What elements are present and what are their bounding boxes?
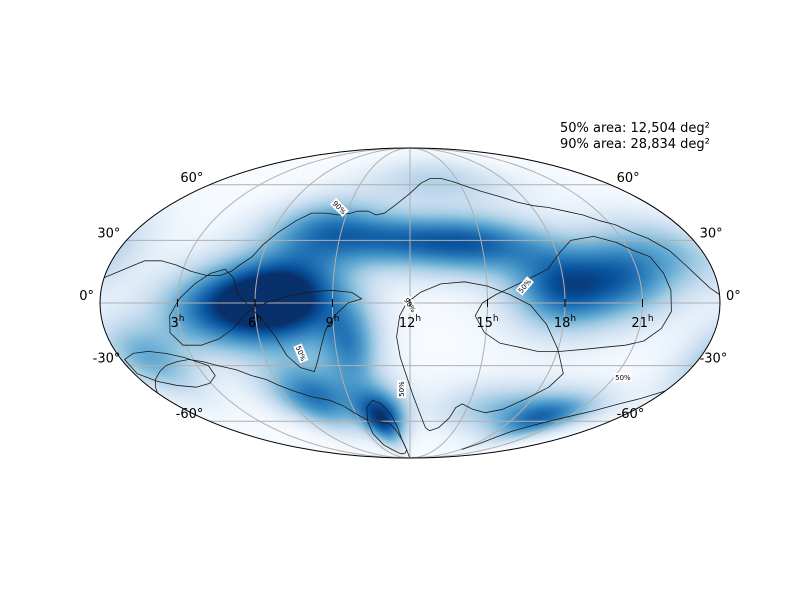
dec-tick-label-left: 0° xyxy=(79,289,94,304)
ra-tick-unit: h xyxy=(415,314,421,324)
declination-tick-labels: 60° 30° 0° -30° -60° 60° 30° 0° -30° -60° xyxy=(79,171,741,422)
contour-label-background xyxy=(515,276,534,296)
contour-label-background xyxy=(329,197,349,218)
ra-tick-label: 15h xyxy=(476,314,498,331)
dec-tick-label-right: -60° xyxy=(617,407,645,422)
dec-tick-label-left: -60° xyxy=(176,407,204,422)
ra-tick-label: 9h xyxy=(326,314,340,331)
dec-tick-label-right: 30° xyxy=(700,226,723,241)
ra-tick-unit: h xyxy=(256,314,262,324)
dec-tick-label-right: -30° xyxy=(700,352,728,367)
ra-tick-value: 6 xyxy=(248,316,256,331)
area-90-label: 90% area: 28,834 deg² xyxy=(560,137,710,152)
ra-tick-value: 9 xyxy=(326,316,334,331)
ra-tick-unit: h xyxy=(334,314,340,324)
ra-tick-label: 21h xyxy=(631,314,653,331)
contour-segment-2 xyxy=(155,359,410,458)
contour-label: 50% xyxy=(613,373,632,382)
contour-label-text: 50% xyxy=(615,374,631,382)
contour-segment-1 xyxy=(461,390,666,450)
dec-tick-label-right: 60° xyxy=(617,171,640,186)
ra-tick-value: 3 xyxy=(171,316,179,331)
contour-label-background xyxy=(293,343,309,364)
contour-label-text: 50% xyxy=(398,381,406,397)
ra-tick-label: 6h xyxy=(248,314,262,331)
contour-50pct-3 xyxy=(474,236,672,352)
ra-tick-unit: h xyxy=(179,314,185,324)
contour-label: 50% xyxy=(396,380,406,399)
map-frame xyxy=(99,147,721,459)
area-50-label: 50% area: 12,504 deg² xyxy=(560,121,710,136)
contour-label-background xyxy=(613,373,632,382)
contour-50pct-4 xyxy=(396,281,564,432)
ra-tick-unit: h xyxy=(493,314,499,324)
ra-tick-value: 15 xyxy=(476,316,493,331)
ra-tick-label: 3h xyxy=(171,314,185,331)
dec-tick-label-left: 60° xyxy=(180,171,203,186)
ra-tick-value: 12 xyxy=(399,316,416,331)
ra-tick-label: 18h xyxy=(554,314,576,331)
contour-50pct-6 xyxy=(169,268,363,372)
contour-90pct-0 xyxy=(104,178,720,295)
ra-tick-unit: h xyxy=(570,314,576,324)
ra-tick-unit: h xyxy=(648,314,654,324)
credible-region-contours xyxy=(104,178,720,458)
dec-tick-label-left: 30° xyxy=(97,226,120,241)
contour-segment-7 xyxy=(124,351,216,388)
area-annotation: 50% area: 12,504 deg² 90% area: 28,834 d… xyxy=(560,121,710,152)
ra-tick-value: 21 xyxy=(631,316,648,331)
contour-label-background xyxy=(396,380,406,399)
dec-tick-label-right: 0° xyxy=(726,289,741,304)
dec-tick-label-left: -30° xyxy=(93,352,121,367)
contour-50pct-5 xyxy=(366,399,407,455)
ra-tick-value: 18 xyxy=(554,316,571,331)
ra-tick-label: 12h xyxy=(399,314,421,331)
